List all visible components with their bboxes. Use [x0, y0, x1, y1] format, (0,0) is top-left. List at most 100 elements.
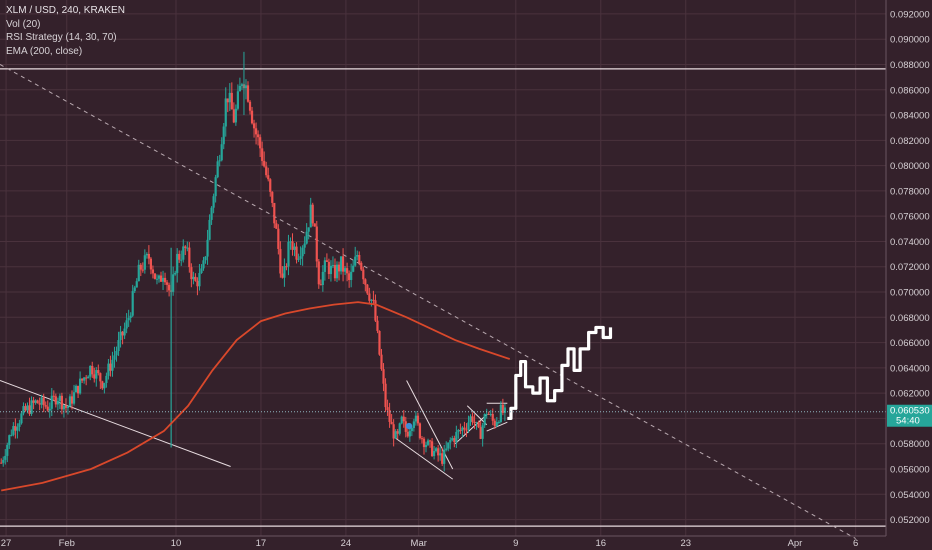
candle-body	[406, 431, 409, 437]
candle-body	[95, 370, 98, 379]
candle-body	[32, 400, 35, 403]
chart-legend[interactable]: XLM / USD, 240, KRAKEN Vol (20) RSI Stra…	[6, 4, 125, 58]
candle-body	[439, 453, 442, 456]
candle-body	[70, 396, 74, 404]
candle-body	[165, 282, 169, 285]
candle-body	[396, 431, 399, 434]
candle-body	[54, 396, 57, 405]
last-price-label: 0.060530	[890, 406, 930, 417]
candle-body	[305, 231, 308, 244]
candle-body	[208, 219, 211, 240]
candle-body	[210, 207, 213, 220]
candle-body	[103, 383, 106, 389]
y-tick-label: 0.078000	[890, 186, 930, 197]
candle-body	[111, 359, 114, 371]
candle-body	[12, 426, 15, 435]
candle-body	[66, 406, 70, 408]
y-tick-label: 0.072000	[890, 262, 930, 273]
trendline	[394, 436, 454, 480]
candle-body	[163, 277, 167, 283]
candle-body	[473, 421, 476, 424]
candle-body	[145, 253, 148, 256]
candle-body	[74, 385, 78, 393]
candle-body	[275, 223, 278, 229]
y-tick-label: 0.052000	[890, 515, 930, 526]
candle-body	[24, 406, 27, 411]
candle-body	[224, 98, 227, 127]
candle-body	[246, 85, 250, 102]
candle-body	[299, 256, 302, 259]
candle-body	[461, 427, 464, 431]
trend-lines[interactable]	[0, 64, 886, 539]
candle-body	[28, 405, 31, 414]
candle-body	[424, 444, 428, 448]
ema-polyline	[1, 301, 511, 492]
candle-body	[467, 422, 470, 430]
candle-body	[113, 355, 116, 360]
x-tick-labels: 27 Feb 10 17 24 Mar 9 16 23 Apr 6	[1, 538, 859, 549]
candle-body	[222, 126, 225, 145]
candle-body	[76, 385, 80, 394]
candle-body	[194, 276, 197, 281]
candle-body	[279, 248, 282, 274]
ema-line	[1, 301, 511, 492]
candle-body	[426, 440, 430, 445]
projection-path[interactable]	[507, 325, 613, 421]
candle-body	[465, 429, 468, 431]
candle-body	[44, 405, 47, 407]
candle-body	[400, 416, 403, 424]
candle-body	[68, 396, 72, 407]
candle-body	[257, 134, 260, 138]
candle-body	[10, 434, 13, 436]
candle-body	[202, 260, 205, 269]
candle-body	[418, 423, 422, 439]
signal-marker	[405, 422, 413, 430]
candle-body	[416, 415, 420, 424]
candle-body	[236, 91, 239, 109]
indicator-rsi-strategy[interactable]: RSI Strategy (14, 30, 70)	[6, 32, 117, 43]
indicator-volume[interactable]: Vol (20)	[6, 18, 41, 30]
candle-body	[293, 246, 296, 250]
candle-body	[362, 269, 365, 280]
candle-body	[46, 406, 49, 411]
candle-body	[475, 422, 478, 424]
candle-body	[182, 246, 185, 260]
candle-body	[188, 247, 191, 268]
price-axis-background	[886, 0, 932, 550]
candle-body	[273, 202, 276, 224]
x-tick-label: 17	[256, 538, 267, 549]
y-tick-label: 0.068000	[890, 313, 930, 324]
candle-body	[384, 383, 387, 408]
candle-body	[52, 395, 55, 397]
candle-body	[259, 137, 262, 149]
candle-body	[2, 459, 5, 463]
time-axis[interactable]: 27 Feb 10 17 24 Mar 9 16 23 Apr 6	[0, 535, 886, 549]
candle-body	[432, 451, 436, 457]
candle-body	[313, 223, 316, 227]
indicator-ema[interactable]: EMA (200, close)	[6, 45, 83, 57]
candle-body	[168, 284, 171, 291]
candle-body	[281, 273, 284, 278]
candle-body	[487, 413, 490, 415]
trendline	[0, 380, 231, 467]
candle-body	[230, 92, 233, 110]
candle-body	[206, 239, 209, 257]
candle-body	[184, 246, 187, 248]
price-axis[interactable]: 0.0520000.0540000.0560000.0580000.060000…	[885, 0, 932, 550]
y-tick-label: 0.084000	[890, 111, 930, 122]
candle-body	[366, 284, 369, 294]
candle-body	[40, 397, 43, 405]
y-tick-label: 0.080000	[890, 161, 930, 172]
candle-body	[501, 404, 504, 413]
candle-body	[109, 363, 112, 371]
symbol-title[interactable]: XLM / USD, 240, KRAKEN	[6, 5, 125, 16]
y-tick-label: 0.082000	[890, 136, 930, 147]
candle-body	[341, 256, 345, 272]
candle-body	[121, 331, 124, 336]
candle-body	[265, 166, 268, 176]
signal-dot	[405, 422, 413, 430]
candle-body	[22, 406, 25, 414]
candle-body	[125, 320, 128, 329]
candle-body	[463, 427, 466, 430]
